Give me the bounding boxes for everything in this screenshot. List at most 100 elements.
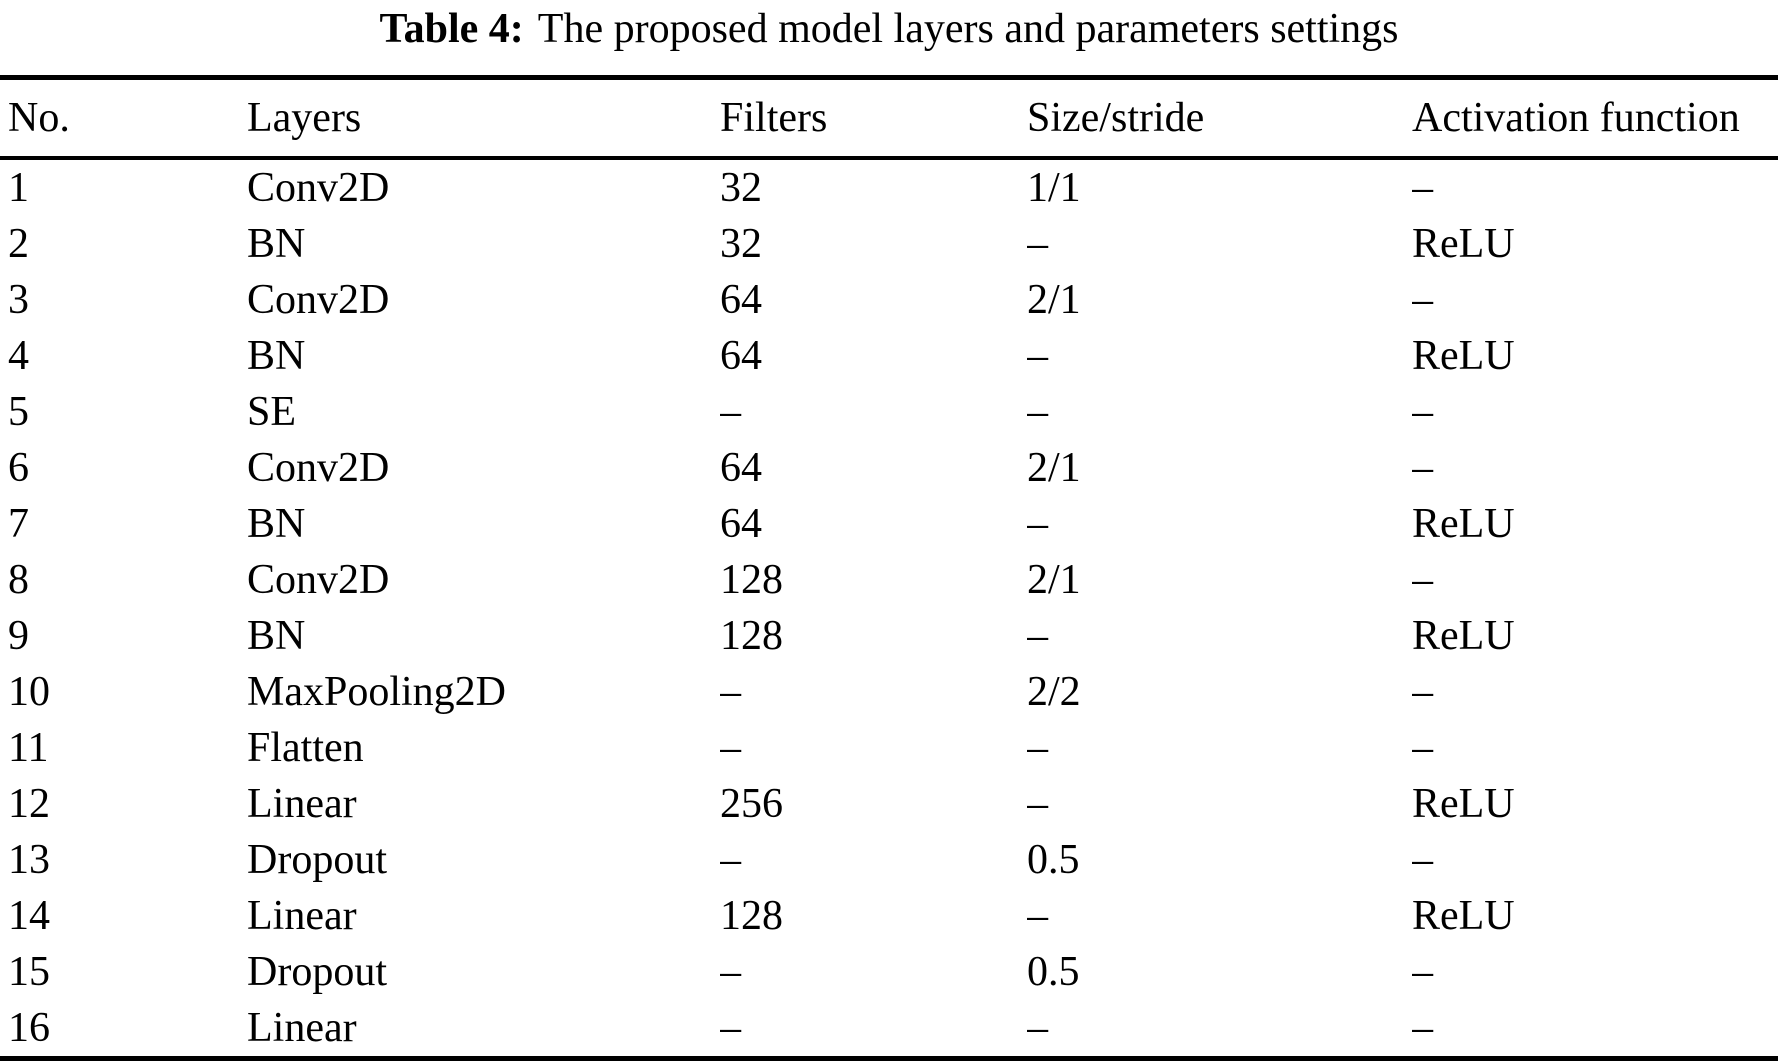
table-cell: Conv2D — [247, 445, 390, 491]
table-cell: – — [1027, 893, 1048, 939]
column-header-no: No. — [0, 77, 247, 160]
table-row: 15 Dropout – 0.5 – — [0, 944, 1778, 1000]
table-cell: – — [1412, 557, 1433, 603]
table-cell: – — [1027, 1005, 1048, 1051]
table-cell: – — [720, 949, 741, 995]
table-cell: BN — [247, 221, 306, 267]
table-caption-text: The proposed model layers and parameters… — [537, 6, 1399, 52]
table-cell: SE — [247, 389, 297, 435]
table-cell: – — [1027, 333, 1048, 379]
table-row: 12 Linear 256 – ReLU — [0, 776, 1778, 832]
table-cell: – — [720, 837, 741, 883]
table-cell: 3 — [8, 277, 29, 323]
column-header-filters: Filters — [720, 77, 1027, 160]
table-cell: 0.5 — [1027, 949, 1080, 995]
table-cell: 2/1 — [1027, 445, 1081, 491]
table-row: 9 BN 128 – ReLU — [0, 608, 1778, 664]
table-cell: 13 — [8, 837, 50, 883]
table-row: 11 Flatten – – – — [0, 720, 1778, 776]
table-cell: – — [720, 669, 741, 715]
table-cell: 128 — [720, 557, 783, 603]
table-cell: 11 — [8, 725, 49, 771]
table-cell: – — [1027, 725, 1048, 771]
table-cell: BN — [247, 501, 306, 547]
table-cell: 1/1 — [1027, 165, 1081, 211]
table-cell: 2/1 — [1027, 277, 1081, 323]
table-cell: MaxPooling2D — [247, 669, 507, 715]
header-row: No. Layers Filters Size/stride Activation fu… — [0, 77, 1778, 160]
table-cell: ReLU — [1412, 221, 1515, 267]
table-row: 8 Conv2D 128 2/1 – — [0, 552, 1778, 608]
table-cell: 32 — [720, 165, 762, 211]
model-layers-table: No. Layers Filters Size/stride Activation fu… — [0, 75, 1778, 1061]
table-cell: – — [1027, 501, 1048, 547]
table-cell: – — [1412, 445, 1433, 491]
table-cell: 64 — [720, 277, 762, 323]
table-cell: – — [1412, 389, 1433, 435]
table-cell: ReLU — [1412, 501, 1515, 547]
table-cell: 1 — [8, 165, 29, 211]
table-cell: Dropout — [247, 949, 387, 995]
table-cell: ReLU — [1412, 893, 1515, 939]
table-row: 3 Conv2D 64 2/1 – — [0, 272, 1778, 328]
table-cell: Dropout — [247, 837, 387, 883]
table-cell: – — [1412, 725, 1433, 771]
table-cell: – — [1027, 389, 1048, 435]
column-header-layers: Layers — [247, 77, 720, 160]
table-cell: Conv2D — [247, 277, 390, 323]
table-cell: 64 — [720, 445, 762, 491]
table-cell: Flatten — [247, 725, 364, 771]
table-cell: – — [1412, 837, 1433, 883]
table-cell: Linear — [247, 781, 357, 827]
table-cell: 32 — [720, 221, 762, 267]
table-cell: 128 — [720, 613, 783, 659]
table-cell: Linear — [247, 1005, 357, 1051]
table-cell: 256 — [720, 781, 783, 827]
table-cell: 0.5 — [1027, 837, 1080, 883]
table-cell: – — [720, 389, 741, 435]
table-row: 13 Dropout – 0.5 – — [0, 832, 1778, 888]
table-cell: 64 — [720, 333, 762, 379]
column-header-activation-function: Activation function — [1412, 77, 1778, 160]
table-row: 6 Conv2D 64 2/1 – — [0, 440, 1778, 496]
table-cell: ReLU — [1412, 333, 1515, 379]
table-cell: – — [1412, 277, 1433, 323]
table-cell: – — [1412, 949, 1433, 995]
table-cell: 4 — [8, 333, 29, 379]
table-row: 1 Conv2D 32 1/1 – — [0, 158, 1778, 216]
table-cell: ReLU — [1412, 781, 1515, 827]
table-row: 4 BN 64 – ReLU — [0, 328, 1778, 384]
table-row: 10 MaxPooling2D – 2/2 – — [0, 664, 1778, 720]
table-row: 7 BN 64 – ReLU — [0, 496, 1778, 552]
table-row: 14 Linear 128 – ReLU — [0, 888, 1778, 944]
table-cell: – — [720, 1005, 741, 1051]
table-cell: 7 — [8, 501, 29, 547]
table-cell: 2 — [8, 221, 29, 267]
table-cell: 16 — [8, 1005, 50, 1051]
table-cell: BN — [247, 333, 306, 379]
table-row: 16 Linear – – – — [0, 1000, 1778, 1059]
table-cell: – — [1027, 613, 1048, 659]
table-cell: 9 — [8, 613, 29, 659]
table-cell: Linear — [247, 893, 357, 939]
table-cell: – — [1412, 1005, 1433, 1051]
table-row: 2 BN 32 – ReLU — [0, 216, 1778, 272]
table-cell: ReLU — [1412, 613, 1515, 659]
table-body: 1 Conv2D 32 1/1 – 2 BN 32 – ReLU 3 Conv2D 64 2/1 – 4 BN 6… — [0, 158, 1778, 1059]
table-caption-label: Table 4: — [379, 6, 524, 52]
table-cell: 5 — [8, 389, 29, 435]
column-header-size-stride: Size/stride — [1027, 77, 1412, 160]
table-cell: 12 — [8, 781, 50, 827]
table-cell: 10 — [8, 669, 50, 715]
table-cell: Conv2D — [247, 557, 390, 603]
table-cell: 14 — [8, 893, 50, 939]
table-cell: BN — [247, 613, 306, 659]
table-cell: 2/2 — [1027, 669, 1081, 715]
table-cell: – — [1027, 221, 1048, 267]
table-cell: 6 — [8, 445, 29, 491]
table-cell: 15 — [8, 949, 50, 995]
table-cell: Conv2D — [247, 165, 390, 211]
table-cell: – — [1027, 781, 1048, 827]
table-cell: – — [1412, 669, 1433, 715]
table-cell: 128 — [720, 893, 783, 939]
